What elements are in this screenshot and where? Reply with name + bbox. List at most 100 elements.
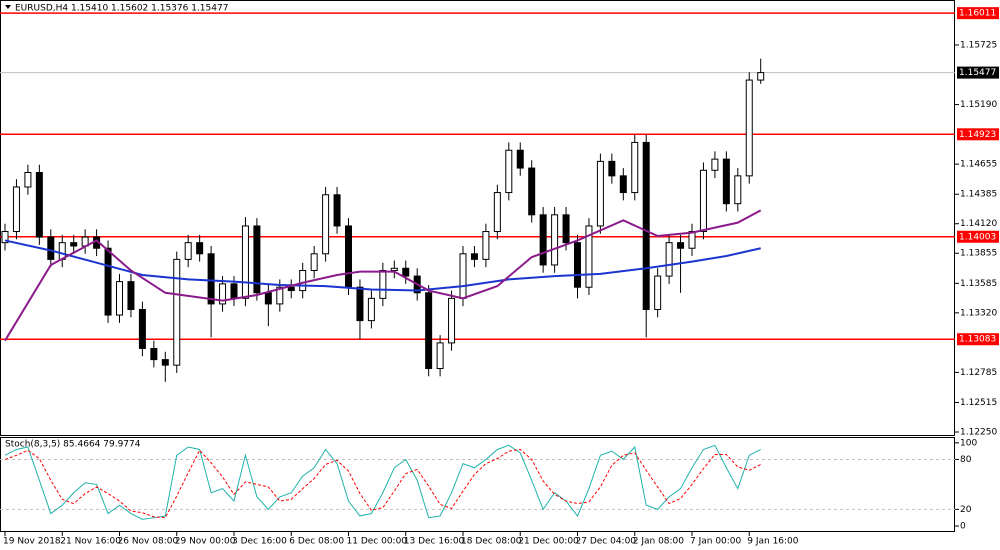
level-box xyxy=(957,128,999,141)
candle-body xyxy=(241,225,249,299)
stoch-line xyxy=(4,448,761,519)
last-price-box xyxy=(957,66,999,79)
candle-body xyxy=(219,283,227,305)
candle-body xyxy=(585,225,593,288)
candle-body xyxy=(425,292,433,370)
candle-body xyxy=(688,231,696,249)
y-tick-label: 1.15725 xyxy=(960,40,997,50)
candle-body xyxy=(528,167,536,216)
candle-body xyxy=(333,194,341,227)
x-tick-label: 2 Jan 08:00 xyxy=(633,537,685,547)
candle-body xyxy=(345,225,352,288)
stoch-line xyxy=(4,444,761,520)
candle-body xyxy=(459,253,467,299)
candle-body xyxy=(642,141,650,310)
candle-body xyxy=(35,172,43,238)
y-tick-label: 1.13585 xyxy=(960,279,997,289)
x-tick-label: 3 Dec 16:00 xyxy=(232,537,287,547)
candle-body xyxy=(631,141,639,194)
candle-body xyxy=(47,236,55,260)
candle-body xyxy=(138,308,146,349)
y-tick-label: 1.13320 xyxy=(960,308,997,318)
candle-body xyxy=(253,225,261,294)
level-box xyxy=(957,7,999,20)
x-tick-label: 9 Jan 16:00 xyxy=(747,537,799,547)
candle-body xyxy=(745,79,753,177)
candle-body xyxy=(505,149,513,194)
stoch-title: Stoch(8,3,5) 85.4664 79.9774 xyxy=(5,440,141,450)
y-tick-label: 1.15190 xyxy=(960,100,997,110)
y-tick-label: 80 xyxy=(960,455,972,465)
level-label: 1.14923 xyxy=(959,130,996,140)
candle-body xyxy=(654,275,662,310)
candle-body xyxy=(1,231,9,244)
candle-body xyxy=(127,281,135,310)
candle-body xyxy=(150,347,158,361)
candle-body xyxy=(24,172,32,188)
candle-body xyxy=(264,292,272,305)
x-tick-label: 7 Jan 00:00 xyxy=(690,537,742,547)
candle-body xyxy=(574,242,581,288)
candle-body xyxy=(356,286,364,322)
candle-body xyxy=(12,186,20,233)
candle-body xyxy=(299,270,307,292)
chart-header: EURUSD,H4 1.15410 1.15602 1.15376 1.1547… xyxy=(15,4,228,14)
candle-body xyxy=(287,286,295,292)
candle-body xyxy=(448,297,456,344)
candle-body xyxy=(310,253,318,272)
level-label: 1.14003 xyxy=(959,232,996,242)
level-box xyxy=(957,333,999,346)
candle-body xyxy=(722,158,730,205)
candle-body xyxy=(619,175,627,194)
x-tick-label: 13 Dec 16:00 xyxy=(404,537,465,547)
candle-body xyxy=(173,258,181,366)
candle-body xyxy=(322,194,330,255)
candle-body xyxy=(276,286,284,305)
x-tick-label: 29 Nov 00:00 xyxy=(175,537,236,547)
stoch-pane xyxy=(0,437,955,532)
candle-body xyxy=(196,242,204,255)
candle-body xyxy=(379,270,387,299)
candle-body xyxy=(551,214,559,266)
candle-body xyxy=(757,72,765,81)
candle-body xyxy=(665,242,673,277)
candle-body xyxy=(161,359,169,366)
candle-body xyxy=(367,297,375,322)
candle-body xyxy=(711,158,719,171)
candle-body xyxy=(482,231,490,260)
last-price-label: 1.15477 xyxy=(959,68,996,78)
candle-body xyxy=(104,247,112,316)
candle-body xyxy=(207,253,215,305)
candle-body xyxy=(70,242,78,247)
x-tick-label: 26 Nov 08:00 xyxy=(118,537,179,547)
candle-body xyxy=(230,283,238,299)
x-tick-label: 27 Dec 04:00 xyxy=(576,537,637,547)
y-tick-label: 1.12785 xyxy=(960,368,997,378)
candle-body xyxy=(677,242,685,249)
y-tick-label: 1.14120 xyxy=(960,219,997,229)
level-label: 1.16011 xyxy=(959,9,996,19)
y-tick-label: 1.12250 xyxy=(960,427,997,437)
candle-body xyxy=(116,281,123,316)
candle-body xyxy=(390,267,398,272)
candle-body xyxy=(402,267,410,277)
candle-body xyxy=(699,169,707,233)
candle-body xyxy=(596,160,604,227)
candle-body xyxy=(436,342,444,370)
x-tick-label: 18 Dec 08:00 xyxy=(461,537,522,547)
x-tick-label: 21 Nov 16:00 xyxy=(60,537,121,547)
candle-body xyxy=(539,214,547,266)
x-tick-label: 19 Nov 2018 xyxy=(3,537,61,547)
level-label: 1.13083 xyxy=(959,335,996,345)
moving-average xyxy=(4,209,762,342)
candle-body xyxy=(470,253,478,260)
y-tick-label: 20 xyxy=(960,505,972,515)
y-tick-label: 1.13855 xyxy=(960,249,997,259)
level-box xyxy=(957,230,999,243)
menu-arrow xyxy=(5,5,11,9)
x-tick-label: 21 Dec 00:00 xyxy=(518,537,579,547)
y-tick-label: 0 xyxy=(960,522,966,532)
x-tick-label: 11 Dec 00:00 xyxy=(347,537,408,547)
candle-body xyxy=(734,175,742,205)
